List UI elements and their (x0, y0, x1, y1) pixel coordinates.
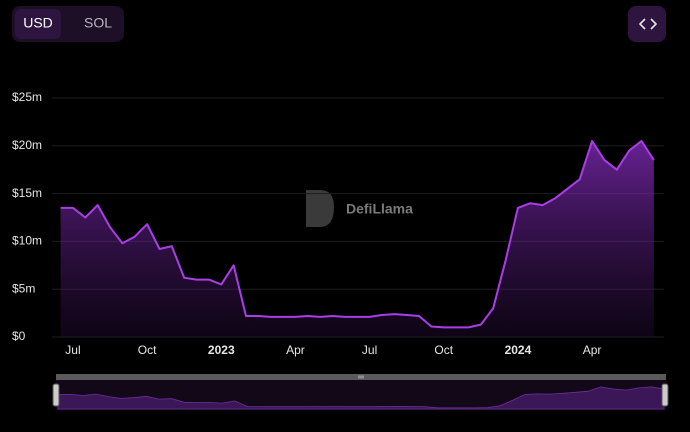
x-tick-label: Oct (138, 343, 157, 357)
y-tick-label: $20m (12, 138, 42, 152)
navigator-area (57, 386, 665, 410)
x-tick-label: Apr (583, 343, 602, 357)
area-fill (60, 141, 654, 337)
y-tick-label: $15m (12, 186, 42, 200)
navigator-handle[interactable] (52, 383, 60, 407)
x-tick-label: 2024 (505, 343, 532, 357)
toggle-active[interactable] (15, 9, 61, 39)
toggle-sol[interactable]: SOL (84, 15, 112, 31)
x-tick-label: Apr (286, 343, 305, 357)
watermark: DefiLlama (346, 201, 413, 217)
embed-icon (638, 18, 658, 30)
embed-button[interactable] (628, 6, 666, 42)
toggle-usd[interactable]: USD (23, 15, 53, 31)
watermark-logo (306, 190, 334, 227)
x-tick-label: Oct (434, 343, 453, 357)
y-tick-label: $5m (12, 281, 35, 295)
x-tick-label: Jul (65, 343, 80, 357)
navigator-grip (358, 375, 364, 379)
navigator-handle[interactable] (661, 383, 669, 407)
x-tick-label: Jul (362, 343, 377, 357)
x-tick-label: 2023 (208, 343, 235, 357)
y-tick-label: $10m (12, 234, 42, 248)
line (60, 140, 655, 329)
y-tick-label: $25m (12, 90, 42, 104)
y-tick-label: $0 (12, 329, 26, 343)
